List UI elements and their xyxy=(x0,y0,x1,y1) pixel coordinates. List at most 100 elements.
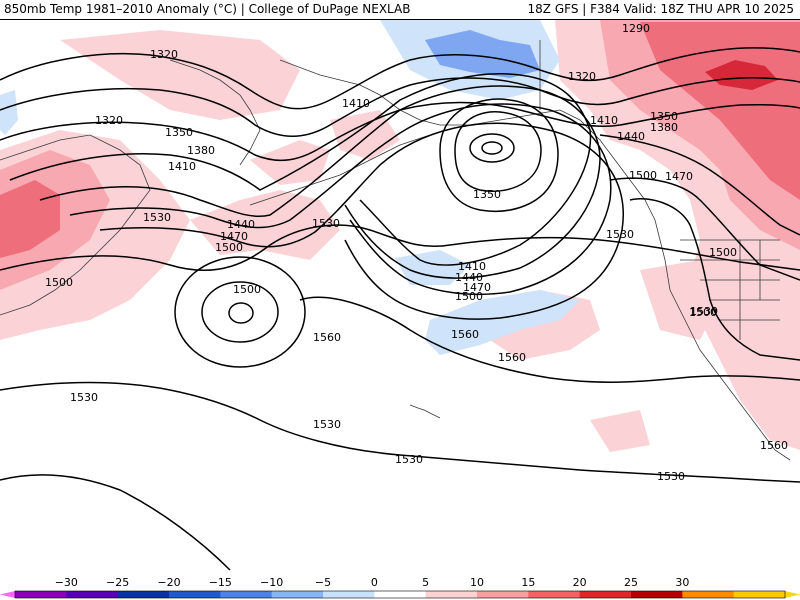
height-label: 1290 xyxy=(622,22,650,35)
contour-1440 xyxy=(39,85,601,279)
colorbar-segment xyxy=(528,591,581,598)
contour-1530-closed-low xyxy=(174,256,306,368)
colorbar-tick-label: 10 xyxy=(470,576,484,589)
colorbar-segment xyxy=(169,591,221,598)
height-label: 1560 xyxy=(313,331,341,344)
contour-1410 xyxy=(9,72,592,266)
contour-1380-north xyxy=(0,101,800,162)
height-label: 1530 xyxy=(395,453,423,466)
height-label: 1380 xyxy=(650,121,678,134)
colorbar-tick-label: −5 xyxy=(315,576,331,589)
warm-anomaly-region xyxy=(705,60,778,90)
height-label: 1410 xyxy=(458,260,486,273)
height-label: 1320 xyxy=(568,70,596,83)
colorbar-segment xyxy=(66,591,119,598)
height-label: 1530 xyxy=(313,418,341,431)
contour-1500-east xyxy=(629,198,800,361)
height-label: 1350 xyxy=(165,126,193,139)
asia-coastline xyxy=(0,134,151,316)
colorbar-segment xyxy=(682,591,735,598)
colorbar-segment xyxy=(477,591,529,598)
height-label: 1440 xyxy=(227,218,255,231)
height-label: 1530 xyxy=(312,217,340,230)
cold-anomaly-shading xyxy=(0,20,580,355)
height-label: 1560 xyxy=(760,439,788,452)
height-label: 1440 xyxy=(617,130,645,143)
low-center-ring xyxy=(469,133,515,163)
colorbar-segment xyxy=(220,591,273,598)
height-labels: 1320 1320 1320 1290 1350 1350 1350 1380 … xyxy=(45,22,788,483)
height-label: 1410 xyxy=(168,160,196,173)
map-title: 850mb Temp 1981–2010 Anomaly (°C) | Coll… xyxy=(4,2,411,16)
warm-anomaly-shading xyxy=(0,20,800,452)
colorbar-segment xyxy=(579,591,632,598)
colorbar-segment xyxy=(374,591,427,598)
contour-1380 xyxy=(439,98,559,212)
weather-map: 1320 1320 1320 1290 1350 1350 1350 1380 … xyxy=(0,20,800,571)
contour-1470-closed-low xyxy=(228,302,254,324)
height-label: 1560 xyxy=(451,328,479,341)
warm-anomaly-region xyxy=(250,140,330,185)
low-center-ring xyxy=(481,141,503,155)
colorbar-segment xyxy=(323,591,375,598)
warm-anomaly-region xyxy=(330,110,400,160)
height-label: 1470 xyxy=(665,170,693,183)
colorbar-high-arrow xyxy=(785,591,800,598)
colorbar-low-arrow xyxy=(0,591,15,598)
colorbar-tick-label: 30 xyxy=(675,576,689,589)
colorbar-segment xyxy=(15,591,67,598)
cold-anomaly-region xyxy=(425,30,540,78)
colorbar-tick-label: 5 xyxy=(422,576,429,589)
height-label: 1500 xyxy=(45,276,73,289)
height-label: 1350 xyxy=(650,110,678,123)
hawaii-islands xyxy=(409,404,441,419)
colorbar-tick-label: −20 xyxy=(157,576,180,589)
colorbar-segment xyxy=(271,591,324,598)
contour-1350-north xyxy=(0,77,800,137)
height-label: 1440 xyxy=(455,271,483,284)
height-label: 1500 xyxy=(689,306,717,319)
contour-1320-north xyxy=(0,47,800,110)
height-label: 1500 xyxy=(455,290,483,303)
contour-1530-south xyxy=(0,381,800,483)
height-label: 1470 xyxy=(463,281,491,294)
height-label: 1500 xyxy=(233,283,261,296)
height-label: 1500 xyxy=(215,241,243,254)
colorbar-tick-label: −30 xyxy=(55,576,78,589)
cold-anomaly-region xyxy=(395,250,470,285)
contour-1500-closed-low xyxy=(201,281,279,343)
aleutian-chain xyxy=(249,134,431,206)
warm-anomaly-region xyxy=(190,190,340,260)
kamchatka-coastline xyxy=(169,59,261,166)
height-label: 1530 xyxy=(143,211,171,224)
contour-1350-low xyxy=(454,111,542,192)
colorbar-svg: −30 −25 −20 −15 −10 −5 0 5 10 15 20 25 30 xyxy=(0,576,800,599)
contour-1440-east xyxy=(599,134,800,236)
model-run-info: 18Z GFS | F384 Valid: 18Z THU APR 10 202… xyxy=(527,2,794,16)
colorbar-tick-label: 20 xyxy=(573,576,587,589)
colorbar-tick-label: −15 xyxy=(209,576,232,589)
colorbar-segment xyxy=(631,591,683,598)
contour-1530-north xyxy=(0,224,800,272)
colorbar-ticks: −30 −25 −20 −15 −10 −5 0 5 10 15 20 25 30 xyxy=(55,576,690,589)
height-label: 1530 xyxy=(70,391,98,404)
height-label: 1530 xyxy=(690,305,718,318)
contour-1470-east xyxy=(609,177,800,281)
colorbar-outline xyxy=(14,590,786,599)
map-header: 850mb Temp 1981–2010 Anomaly (°C) | Coll… xyxy=(0,0,800,20)
colorbar-tick-label: −25 xyxy=(106,576,129,589)
cold-anomaly-region xyxy=(0,90,18,135)
cold-anomaly-region xyxy=(425,290,580,355)
contour-1470 xyxy=(69,103,612,296)
height-label: 1350 xyxy=(473,188,501,201)
height-label: 1410 xyxy=(590,114,618,127)
contour-1560 xyxy=(299,296,800,383)
contour-1560-southwest xyxy=(0,474,231,571)
height-label: 1410 xyxy=(342,97,370,110)
height-label: 1530 xyxy=(606,228,634,241)
warm-anomaly-region xyxy=(0,180,60,258)
warm-anomaly-region xyxy=(60,30,300,120)
height-label: 1470 xyxy=(220,230,248,243)
colorbar-tick-label: 25 xyxy=(624,576,638,589)
colorbar-segment xyxy=(425,591,478,598)
